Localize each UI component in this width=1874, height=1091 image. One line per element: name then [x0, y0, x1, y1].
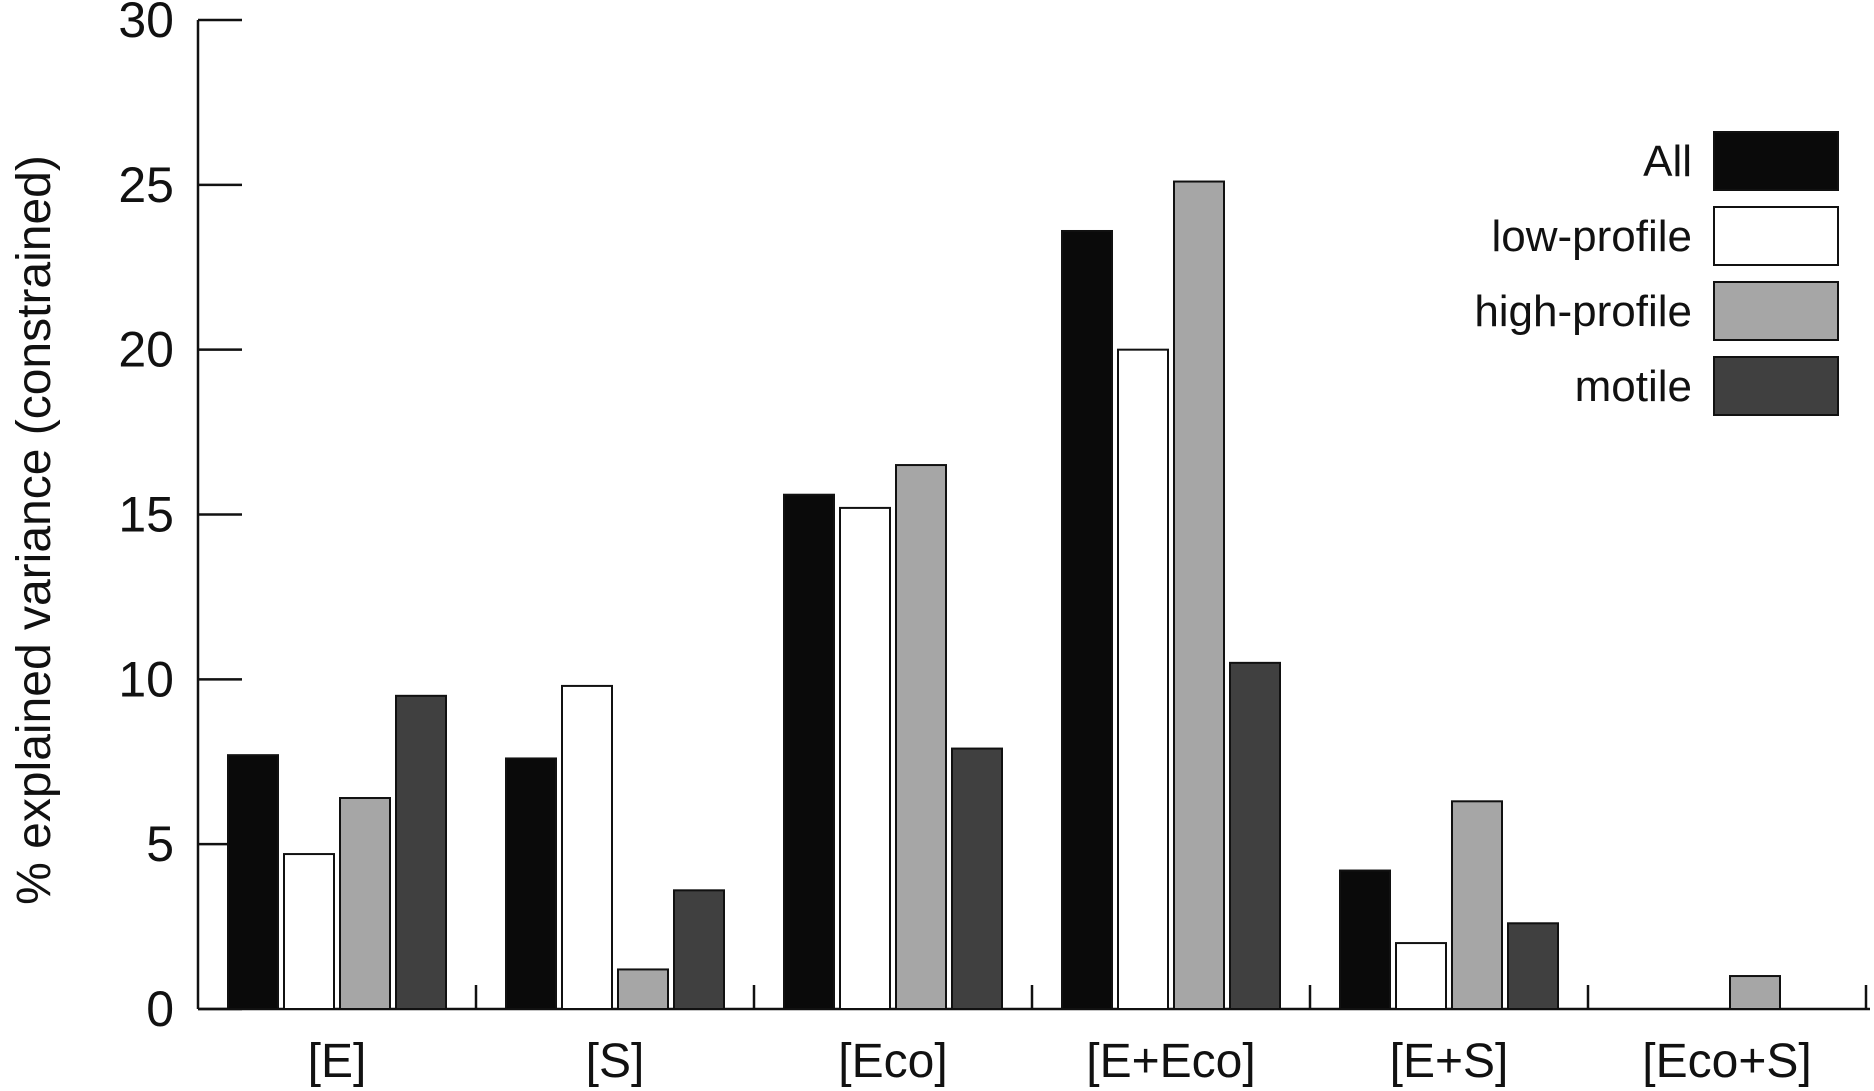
x-tick-label: [E+Eco] [1086, 1035, 1255, 1088]
y-tick-label: 20 [118, 322, 174, 378]
bar-All-S [505, 757, 557, 1010]
x-axis: [E] [S] [Eco] [E+Eco] [E+S] [Eco+S] [198, 985, 1870, 1088]
bar-motile-Eco [951, 747, 1003, 1011]
bar-high-profile-S [617, 968, 669, 1011]
y-tick-label: 0 [146, 981, 174, 1037]
y-tick-label: 15 [118, 487, 174, 543]
x-tick-label: [E] [308, 1035, 367, 1088]
legend: All low-profile high-profile motile [1474, 131, 1839, 416]
y-tick-label: 25 [118, 157, 174, 213]
bar-All-E [227, 754, 279, 1011]
bar-All-Eco [783, 493, 835, 1011]
bar-motile-E-plus-Eco [1229, 661, 1281, 1010]
bar-low-profile-E [283, 853, 335, 1010]
legend-label-low-profile: low-profile [1491, 212, 1692, 261]
legend-swatch-low-profile [1713, 206, 1839, 266]
legend-swatch-motile [1713, 356, 1839, 416]
bar-low-profile-S [561, 684, 613, 1011]
x-tick-label: [Eco] [838, 1035, 947, 1088]
y-axis-label: % explained variance (constrained) [8, 155, 61, 905]
y-tick-label: 10 [118, 651, 174, 707]
bar-high-profile-Eco [895, 464, 947, 1010]
y-tick-label: 5 [146, 816, 174, 872]
x-tick-label: [Eco+S] [1642, 1035, 1811, 1088]
bar-All-E-plus-Eco [1061, 229, 1113, 1010]
bar-motile-S [673, 889, 725, 1011]
x-tick-label: [S] [586, 1035, 645, 1088]
legend-swatch-All [1713, 131, 1839, 191]
bar-high-profile-E-plus-Eco [1173, 180, 1225, 1010]
y-axis: 0 5 10 15 20 25 30 [118, 0, 242, 1037]
bars [227, 180, 1781, 1011]
legend-label-high-profile: high-profile [1474, 287, 1692, 336]
bar-motile-E [395, 694, 447, 1010]
legend-label-motile: motile [1575, 362, 1692, 411]
y-tick-label: 30 [118, 0, 174, 48]
bar-low-profile-E-plus-Eco [1117, 348, 1169, 1010]
bar-low-profile-Eco [839, 506, 891, 1010]
legend-label-All: All [1643, 137, 1692, 186]
bar-high-profile-E-plus-S [1451, 800, 1503, 1010]
bar-high-profile-E [339, 797, 391, 1010]
legend-swatch-high-profile [1713, 281, 1839, 341]
bar-motile-E-plus-S [1507, 922, 1559, 1011]
bar-high-profile-Eco-plus-S [1729, 975, 1781, 1010]
bar-low-profile-E-plus-S [1395, 942, 1447, 1010]
x-tick-label: [E+S] [1390, 1035, 1509, 1088]
bar-All-E-plus-S [1339, 869, 1391, 1010]
